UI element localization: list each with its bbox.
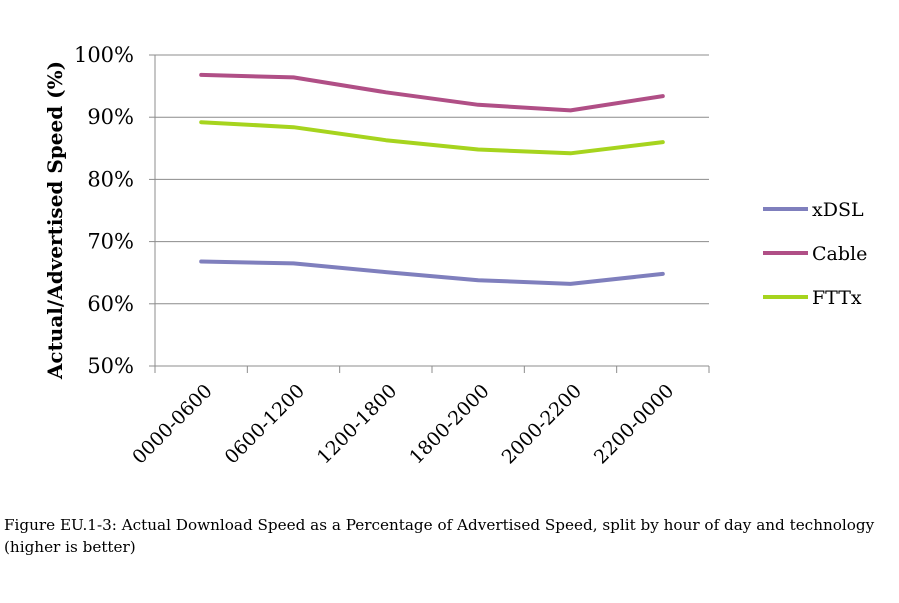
gridlines: [155, 54, 709, 305]
legend-label-cable: Cable: [812, 243, 867, 265]
line-chart: 50% 60% 70% 80% 90% 100% 0000-0600 0600-1200 12…: [43, 43, 867, 468]
series-lines: [199, 72, 665, 286]
series-line-xdsl: [199, 259, 665, 286]
x-tick-label: 0600-1200: [221, 380, 309, 468]
y-tick-label: 80%: [87, 167, 134, 191]
figure-caption: Figure EU.1-3: Actual Download Speed as …: [4, 516, 875, 556]
y-tick-label: 100%: [74, 43, 134, 67]
x-axis-ticks: 0000-0600 0600-1200 1200-1800 1800-2000 2000…: [128, 380, 678, 468]
series-line-fttx: [199, 120, 665, 156]
x-tick-label: 2000-2200: [498, 380, 586, 468]
y-axis-label: Actual/Advertised Speed (%): [43, 61, 67, 380]
x-tick-label: 0000-0600: [128, 380, 216, 468]
x-tick-label: 1200-1800: [313, 380, 401, 468]
y-axis-ticks: 50% 60% 70% 80% 90% 100%: [74, 43, 134, 378]
legend: xDSL Cable FTTx: [763, 199, 867, 309]
series-line-cable: [199, 72, 665, 113]
y-tick-label: 90%: [87, 105, 134, 129]
legend-label-fttx: FTTx: [812, 287, 862, 309]
axes: [149, 54, 710, 373]
x-tick-label: 2200-0000: [590, 380, 678, 468]
y-tick-label: 70%: [87, 230, 134, 254]
y-tick-label: 50%: [87, 354, 134, 378]
legend-label-xdsl: xDSL: [812, 199, 864, 221]
x-tick-label: 1800-2000: [405, 380, 493, 468]
y-tick-label: 60%: [87, 292, 134, 316]
